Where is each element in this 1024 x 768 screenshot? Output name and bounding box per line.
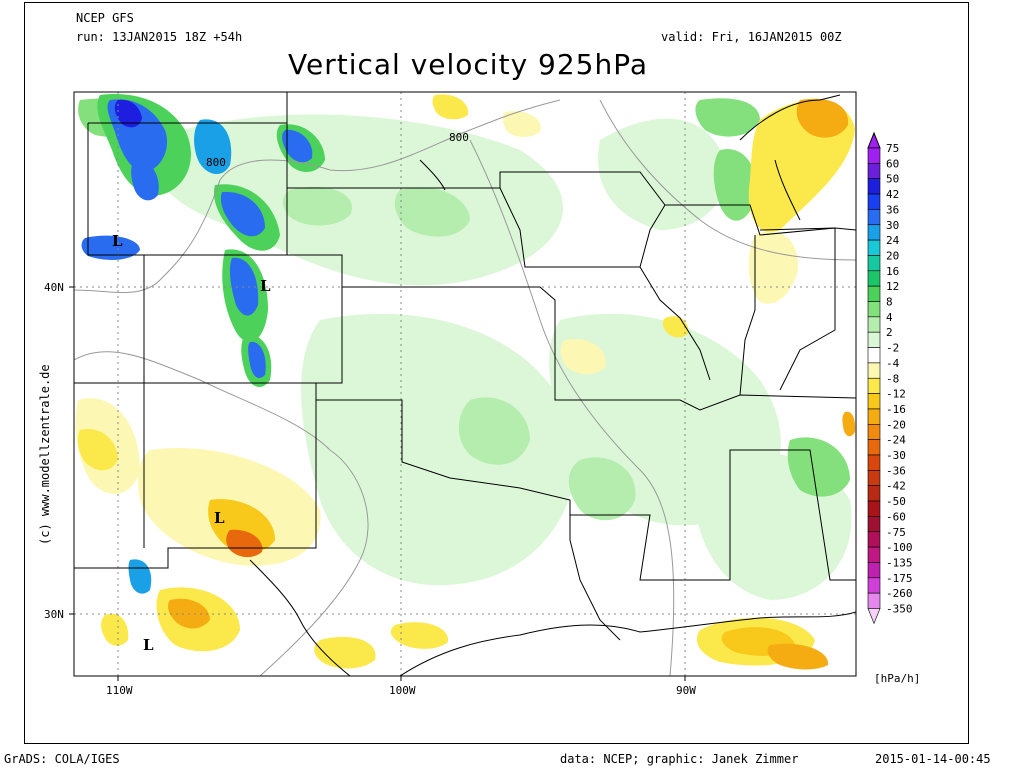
- legend-swatch: [867, 209, 881, 226]
- legend-swatch: [867, 500, 881, 517]
- legend-label: 4: [886, 311, 893, 324]
- legend-label: -36: [886, 464, 906, 477]
- legend-swatch: [867, 470, 881, 487]
- legend-label: 42: [886, 188, 899, 201]
- low-marker: L: [214, 509, 225, 527]
- legend-swatch: [867, 531, 881, 548]
- legend-label: -75: [886, 526, 906, 539]
- legend-swatch: [867, 178, 881, 195]
- lon-label-110w: 110W: [106, 684, 133, 697]
- figure-frame: [24, 2, 969, 744]
- run-label: run: 13JAN2015 18Z +54h: [76, 30, 243, 44]
- legend-swatch: [867, 239, 881, 256]
- valid-label: valid: Fri, 16JAN2015 00Z: [661, 30, 842, 44]
- legend-label: -20: [886, 418, 906, 431]
- legend-label: 16: [886, 265, 899, 278]
- low-marker: L: [260, 277, 271, 295]
- legend-label: -16: [886, 403, 906, 416]
- footer-software: GrADS: COLA/IGES: [4, 752, 120, 766]
- footer-credit: data: NCEP; graphic: Janek Zimmer: [560, 752, 799, 766]
- legend-label: -24: [886, 434, 906, 447]
- low-marker: L: [143, 636, 154, 654]
- legend-label: -135: [886, 556, 913, 569]
- legend-swatch: [867, 562, 881, 579]
- lat-label-40n: 40N: [44, 281, 64, 294]
- legend-label: -50: [886, 495, 906, 508]
- legend-label: 8: [886, 296, 893, 309]
- legend-swatch: [867, 331, 881, 348]
- negative-velocity-fields: [75, 94, 856, 670]
- legend-swatch: [867, 423, 881, 440]
- legend-swatch: [867, 316, 881, 333]
- legend-unit: [hPa/h]: [874, 672, 920, 685]
- map-area: 800 800 L L L L: [74, 92, 856, 676]
- legend-label: -60: [886, 510, 906, 523]
- legend-label: 24: [886, 234, 900, 247]
- contour-label: 800: [449, 131, 469, 144]
- legend-swatch: [867, 592, 881, 609]
- legend-label: 20: [886, 249, 899, 262]
- legend-label: 60: [886, 157, 899, 170]
- legend-label: 50: [886, 173, 899, 186]
- legend-swatch: [867, 301, 881, 318]
- legend-label: -8: [886, 372, 899, 385]
- legend-label: -2: [886, 342, 899, 355]
- legend-label: 36: [886, 203, 899, 216]
- state-borders: [74, 92, 856, 676]
- legend-swatch: [867, 516, 881, 533]
- legend-swatch: [867, 577, 881, 594]
- legend-label: -175: [886, 572, 913, 585]
- legend-label: -42: [886, 480, 906, 493]
- low-marker: L: [112, 232, 123, 250]
- legend-arrow-top: [867, 131, 881, 149]
- legend-swatch: [867, 255, 881, 272]
- legend-label: -100: [886, 541, 913, 554]
- legend-label: -4: [886, 357, 900, 370]
- legend-label: -350: [886, 603, 913, 616]
- legend-label: 12: [886, 280, 899, 293]
- topography-contours: [74, 99, 856, 676]
- contour-label: 800: [206, 156, 226, 169]
- map-border: [73, 91, 857, 677]
- legend-swatch: [867, 454, 881, 471]
- legend-swatch: [867, 439, 881, 456]
- lon-label-90w: 90W: [676, 684, 696, 697]
- legend-swatch: [867, 270, 881, 287]
- positive-velocity-fields: [78, 98, 852, 600]
- legend-swatch: [867, 485, 881, 502]
- legend-swatch: [867, 285, 881, 302]
- model-label: NCEP GFS: [76, 11, 134, 25]
- legend-swatch: [867, 163, 881, 180]
- legend-label: 2: [886, 326, 893, 339]
- legend-label: 30: [886, 219, 899, 232]
- axis-ticks: [69, 286, 686, 681]
- color-legend: 75605042363024201612842-2-4-8-12-16-20-2…: [867, 131, 913, 625]
- legend-label: -30: [886, 449, 906, 462]
- strong-ascent-cells: [81, 94, 325, 594]
- legend-swatch: [867, 224, 881, 241]
- legend-swatch: [867, 546, 881, 563]
- legend-swatch: [867, 362, 881, 379]
- legend-swatch: [867, 147, 881, 164]
- footer-timestamp: 2015-01-14-00:45: [875, 752, 991, 766]
- legend-swatch: [867, 377, 881, 394]
- legend-label: -260: [886, 587, 913, 600]
- lon-label-100w: 100W: [389, 684, 416, 697]
- legend-swatch: [867, 347, 881, 364]
- legend-label: 75: [886, 142, 899, 155]
- legend-swatch: [867, 393, 881, 410]
- legend-swatch: [867, 408, 881, 425]
- map-title: Vertical velocity 925hPa: [288, 48, 649, 81]
- legend-swatch: [867, 193, 881, 210]
- legend-label: -12: [886, 388, 906, 401]
- legend-swatch: [867, 608, 881, 625]
- lat-label-30n: 30N: [44, 608, 64, 621]
